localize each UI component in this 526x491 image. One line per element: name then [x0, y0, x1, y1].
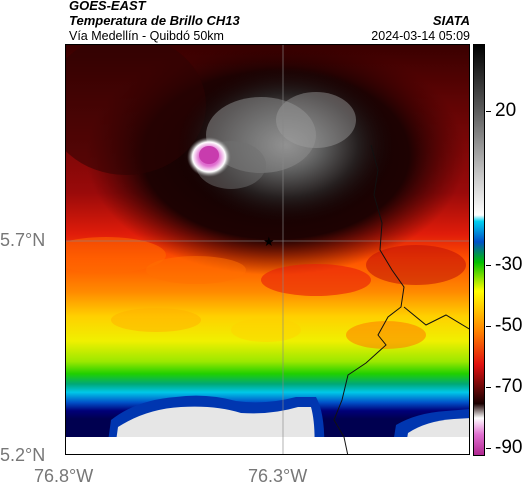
route-subtitle: Vía Medellín - Quibdó 50km [69, 29, 224, 43]
colorbar-gradient [474, 45, 484, 455]
brightness-temperature-image: ★ [66, 45, 469, 454]
star-icon: ★ [263, 235, 275, 250]
timestamp: 2024-03-14 05:09 [371, 29, 470, 43]
colorbar-tick [486, 111, 491, 112]
lon-label: 76.8°W [34, 466, 94, 486]
satellite-name: GOES-EAST [69, 0, 146, 13]
organization-label: SIATA [432, 13, 470, 28]
colorbar-tick [486, 326, 491, 327]
lat-label: 5.7°N [0, 230, 46, 250]
lat-label: 5.2°N [0, 445, 46, 465]
satellite-map[interactable]: ★ [65, 44, 470, 455]
lon-label: 76.3°W [248, 466, 308, 486]
chart-title: Temperatura de Brillo CH13 [69, 13, 240, 28]
colorbar-tick [486, 387, 491, 388]
colorbar [473, 44, 485, 456]
colorbar-tick [486, 265, 491, 266]
colorbar-label: -70 [495, 376, 523, 397]
colorbar-label: 20 [495, 100, 517, 121]
colorbar-label: -90 [495, 437, 523, 458]
colorbar-tick [486, 448, 491, 449]
colorbar-label: -30 [495, 254, 523, 275]
colorbar-label: -50 [495, 315, 523, 336]
